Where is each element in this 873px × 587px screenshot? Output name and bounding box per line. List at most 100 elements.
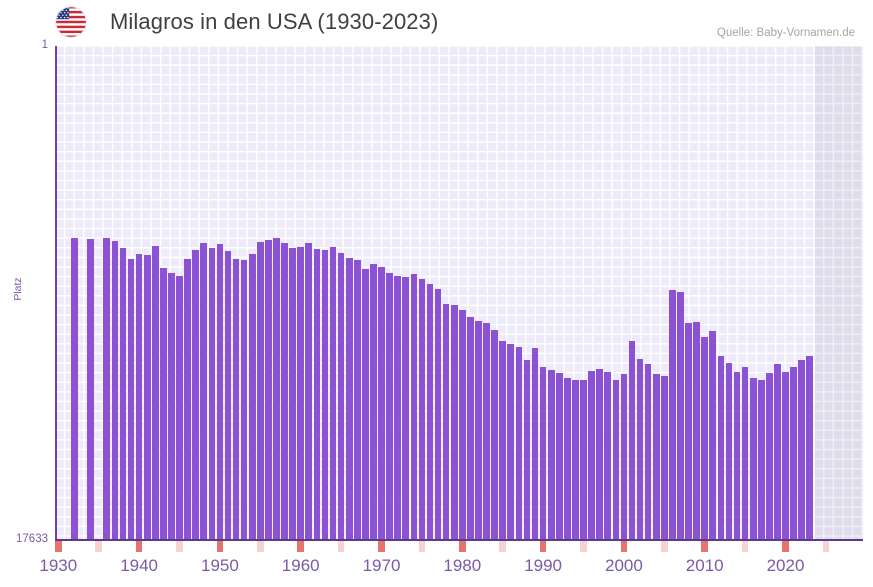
bar[interactable] [685,323,692,541]
bar[interactable] [523,359,531,541]
bar[interactable] [717,356,725,541]
bar[interactable] [588,370,595,541]
bar[interactable] [200,242,208,541]
bar[interactable] [749,378,757,541]
x-axis-tick [580,541,587,552]
bar[interactable] [426,284,434,541]
bar[interactable] [450,304,458,541]
bar[interactable] [265,239,272,541]
bar[interactable] [483,323,490,541]
bar[interactable] [386,272,393,541]
bar[interactable] [564,377,571,541]
bar[interactable] [353,260,361,541]
x-axis-tick-label: 1960 [281,556,320,575]
bar[interactable] [370,263,377,541]
bar[interactable] [459,310,466,541]
bar[interactable] [580,379,587,541]
x-axis-tick [216,541,224,552]
bar[interactable] [321,250,329,541]
bar[interactable] [652,374,660,541]
bar[interactable] [418,279,426,541]
x-axis-tick [378,541,385,552]
bar[interactable] [345,258,353,541]
bar[interactable] [620,374,628,541]
bar[interactable] [604,372,612,541]
bar[interactable] [127,259,135,541]
bar[interactable] [216,244,224,541]
bar[interactable] [661,376,668,541]
bar[interactable] [313,249,321,541]
bar[interactable] [644,364,652,541]
bar[interactable] [693,322,700,541]
bar[interactable] [709,331,717,541]
bar[interactable] [224,251,232,541]
bar[interactable] [410,273,418,541]
bar[interactable] [394,275,401,541]
bar[interactable] [257,241,264,541]
bar[interactable] [572,379,579,541]
bar[interactable] [168,272,175,541]
bar[interactable] [547,369,555,541]
bar[interactable] [596,368,603,541]
bar[interactable] [701,337,709,541]
bar[interactable] [491,330,498,541]
bar[interactable] [232,258,240,541]
bar[interactable] [669,289,676,541]
bar[interactable] [434,288,442,541]
bar[interactable] [741,366,749,541]
bar[interactable] [208,247,216,541]
bar[interactable] [184,259,191,541]
x-axis-tick-label: 2010 [685,556,724,575]
bar[interactable] [806,356,814,541]
bar[interactable] [337,253,345,541]
bar[interactable] [192,249,199,541]
bar[interactable] [555,372,563,541]
bar[interactable] [151,245,159,541]
bar[interactable] [111,241,119,541]
bar[interactable] [176,276,183,541]
x-axis-tick-label: 1970 [362,556,401,575]
bar[interactable] [499,341,507,541]
bar[interactable] [362,269,369,541]
bar[interactable] [725,362,733,541]
bar[interactable] [507,343,515,541]
bar[interactable] [289,248,296,541]
x-axis-tick-label: 2000 [604,556,643,575]
bar[interactable] [515,346,523,541]
bar[interactable] [782,371,789,541]
bar[interactable] [612,379,620,541]
bar[interactable] [160,268,167,541]
bar[interactable] [677,291,684,541]
bar[interactable] [135,253,143,541]
bar[interactable] [774,363,781,541]
bar[interactable] [475,321,482,541]
bar[interactable] [766,372,773,541]
bar[interactable] [539,366,547,541]
bar[interactable] [442,303,450,541]
bar[interactable] [329,246,337,541]
bar[interactable] [273,238,280,541]
bar[interactable] [248,253,256,541]
bar[interactable] [281,243,288,541]
bar[interactable] [531,348,539,541]
bar[interactable] [297,246,305,541]
bar[interactable] [103,237,111,541]
bar[interactable] [378,267,385,541]
bar[interactable] [87,239,94,541]
bar[interactable] [240,260,248,541]
bar[interactable] [119,247,127,541]
bar[interactable] [628,341,636,541]
bar[interactable] [757,380,765,541]
bar[interactable] [402,277,410,541]
bar[interactable] [790,366,797,541]
bar[interactable] [798,359,805,541]
bar[interactable] [733,372,741,541]
bar[interactable] [636,359,644,541]
bar[interactable] [71,238,78,541]
x-axis-tick [176,541,183,552]
bar[interactable] [143,255,151,541]
bar[interactable] [467,316,474,541]
y-axis-tick-bottom: 17633 [16,533,48,545]
bar[interactable] [305,242,313,541]
